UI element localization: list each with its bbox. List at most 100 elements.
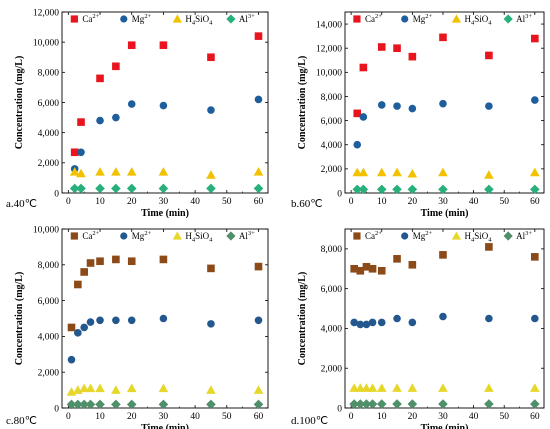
- data-point: [485, 243, 493, 251]
- x-tick-label: 20: [127, 412, 137, 422]
- x-tick-label: 50: [222, 412, 232, 422]
- x-axis-label: Time (min): [141, 208, 189, 219]
- data-point: [376, 399, 387, 409]
- data-point: [392, 383, 402, 392]
- data-point: [439, 99, 447, 108]
- legend-label: Ca2+: [365, 13, 382, 24]
- data-point: [358, 184, 369, 195]
- data-point: [393, 102, 401, 110]
- x-tick-label: 0: [349, 197, 354, 207]
- x-tick-label: 40: [190, 197, 200, 207]
- x-tick-label: 0: [349, 412, 354, 422]
- y-tick-label: 0: [54, 189, 59, 199]
- data-point: [207, 320, 215, 328]
- panel-c-80c: 0 10 20 30 40 50 60 0 2,000 4,000 6,000 8,000 10,000…: [6, 225, 269, 429]
- data-point: [350, 264, 358, 273]
- y-tick-label: 2,000: [38, 369, 60, 379]
- series-mg2: [67, 314, 263, 364]
- data-point: [353, 109, 362, 118]
- data-point: [86, 259, 95, 267]
- y-tick-label: 10,000: [316, 69, 342, 79]
- data-point: [79, 399, 89, 410]
- legend-marker: [353, 15, 361, 23]
- data-point: [368, 264, 377, 273]
- x-tick-label: 50: [499, 197, 509, 207]
- data-point: [126, 383, 137, 393]
- legend-marker: [401, 232, 409, 240]
- data-point: [407, 168, 418, 178]
- y-axis-label: Concentration (mg/L): [297, 272, 308, 366]
- data-point: [95, 399, 105, 410]
- data-point: [438, 383, 448, 392]
- legend-label: Ca2+: [82, 230, 99, 241]
- legend-label: Al3+: [239, 230, 255, 241]
- y-tick-label: 0: [54, 404, 59, 414]
- data-point: [393, 314, 401, 323]
- data-point: [69, 167, 80, 176]
- x-tick-label: 40: [469, 197, 479, 207]
- x-tick-label: 30: [159, 412, 169, 422]
- data-point: [254, 262, 263, 271]
- y-tick-label: 2,000: [321, 165, 343, 175]
- data-point: [207, 264, 215, 273]
- data-point: [112, 255, 120, 264]
- y-tick-label: 10,000: [33, 225, 59, 235]
- data-point: [485, 51, 493, 60]
- data-point: [111, 385, 121, 394]
- data-point: [206, 385, 216, 394]
- legend-label: Mg2+: [413, 13, 433, 24]
- y-tick-label: 8,000: [321, 93, 343, 103]
- legend-label: H4SiO4: [185, 14, 213, 27]
- data-point: [127, 257, 136, 266]
- data-point: [359, 113, 368, 121]
- legend-marker: [120, 15, 128, 23]
- y-tick-label: 6,000: [321, 285, 343, 295]
- data-point: [112, 62, 120, 71]
- data-point: [377, 43, 386, 51]
- data-point: [530, 167, 540, 177]
- data-point: [392, 184, 402, 195]
- panel-label: b.60℃: [291, 198, 323, 210]
- plot-frame: [344, 228, 545, 409]
- x-tick-label: 10: [95, 412, 105, 422]
- data-point: [95, 183, 105, 194]
- data-point: [439, 312, 447, 321]
- data-point: [356, 266, 365, 275]
- data-point: [80, 323, 88, 332]
- data-point: [126, 183, 137, 194]
- x-tick-label: 40: [190, 412, 200, 422]
- data-point: [158, 167, 169, 176]
- legend-label: Ca2+: [365, 230, 382, 241]
- data-point: [74, 280, 82, 289]
- data-point: [393, 255, 401, 263]
- data-point: [484, 170, 494, 179]
- data-point: [254, 316, 263, 325]
- data-point: [377, 318, 386, 327]
- series-ca2: [353, 33, 539, 118]
- data-point: [111, 399, 121, 410]
- data-point: [367, 399, 378, 409]
- series-h4sio4: [349, 383, 540, 392]
- series-mg2: [353, 96, 539, 149]
- data-point: [159, 41, 168, 49]
- y-tick-label: 0: [337, 189, 342, 199]
- data-point: [530, 383, 540, 392]
- y-tick-label: 4,000: [321, 325, 343, 335]
- data-point: [362, 320, 371, 329]
- data-point: [485, 102, 493, 110]
- data-point: [96, 257, 104, 266]
- y-tick-label: 4,000: [38, 333, 60, 343]
- series-ca2: [67, 255, 263, 332]
- data-point: [158, 183, 169, 194]
- legend-marker: [503, 231, 513, 241]
- data-point: [407, 399, 418, 409]
- legend-label: H4SiO4: [185, 231, 213, 244]
- series-h4sio4: [352, 167, 540, 179]
- data-point: [159, 314, 168, 323]
- x-tick-label: 0: [66, 197, 71, 207]
- legend-marker: [120, 232, 128, 240]
- y-tick-label: 6,000: [38, 297, 60, 307]
- data-point: [254, 32, 263, 40]
- legend-label: Mg2+: [413, 230, 433, 241]
